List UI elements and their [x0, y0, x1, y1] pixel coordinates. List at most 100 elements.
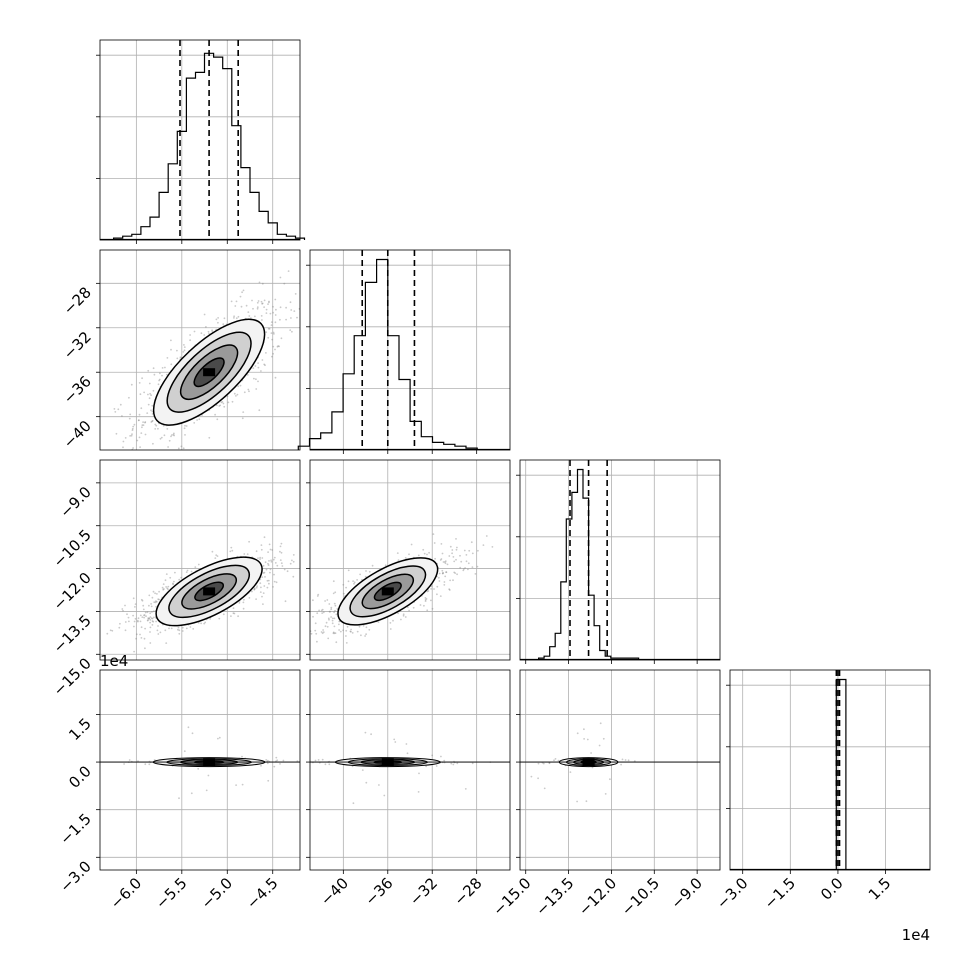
scatter-point [280, 562, 283, 565]
scatter-point [218, 617, 221, 620]
scatter-point [138, 413, 141, 416]
scatter-point [178, 632, 181, 635]
scatter-point [231, 400, 234, 403]
scatter-point [160, 436, 163, 439]
scatter-point [331, 619, 334, 622]
scatter-point [435, 765, 438, 767]
scatter-point [165, 586, 168, 588]
scatter-point [332, 632, 335, 635]
scatter-point [147, 369, 150, 372]
scatter-point [155, 600, 158, 603]
scatter-point [332, 631, 335, 634]
scatter-point [151, 611, 153, 613]
scatter-point [279, 306, 282, 309]
scatter-point [138, 382, 141, 384]
scatter-point [158, 378, 161, 381]
scatter-point [471, 566, 474, 568]
scatter-point [316, 595, 319, 597]
scatter-point [200, 622, 203, 625]
scatter-point [314, 629, 317, 632]
scatter-point [131, 427, 134, 430]
scatter-point [281, 565, 284, 567]
scatter-point [327, 637, 330, 640]
scatter-point [292, 554, 295, 556]
histogram-1 [297, 258, 478, 450]
scatter-point [280, 337, 283, 340]
scatter-point [553, 759, 555, 762]
scatter-point [296, 316, 298, 319]
scatter-point [180, 576, 183, 579]
scatter-point [463, 568, 465, 570]
scatter-point [153, 601, 156, 603]
scatter-point [274, 314, 277, 316]
scatter-point [222, 323, 225, 325]
scatter-point [114, 411, 117, 413]
scatter-point [321, 608, 324, 611]
scatter-point [467, 562, 470, 565]
scatter-point [328, 763, 331, 766]
scatter-point [154, 423, 157, 426]
scatter-point [127, 620, 130, 623]
scatter-point [333, 617, 336, 620]
scatter-point [290, 317, 292, 319]
scatter-point [276, 345, 279, 348]
scatter-point [332, 592, 335, 595]
scatter-point [322, 631, 325, 633]
scatter-point [157, 383, 160, 386]
scatter-point [365, 781, 368, 784]
scatter-point [279, 550, 281, 553]
scatter-point [279, 276, 282, 279]
scatter-point [585, 800, 588, 803]
scatter-point [148, 594, 151, 597]
scatter-point [154, 428, 157, 430]
scatter-point [444, 560, 447, 562]
scatter-point [144, 433, 147, 436]
scatter-point [183, 346, 186, 348]
scatter-point [189, 626, 192, 628]
scatter-point [256, 585, 258, 587]
scatter-point [139, 393, 142, 396]
scatter-point [397, 559, 400, 561]
scatter-point [364, 635, 366, 637]
density-peak [203, 587, 216, 596]
scatter-point [220, 401, 223, 404]
scatter-point [353, 581, 356, 584]
scatter-point [165, 573, 168, 575]
scatter-point [557, 759, 560, 762]
scatter-point [251, 590, 253, 593]
scatter-point [464, 788, 467, 790]
scatter-point [157, 633, 160, 635]
scatter-point [133, 650, 136, 653]
scatter-point [624, 759, 627, 761]
scatter-point [590, 752, 592, 754]
scatter-point [211, 550, 214, 553]
scatter-point [144, 647, 146, 650]
scatter-point [150, 603, 153, 605]
scatter-point [147, 403, 150, 406]
scatter-point [312, 599, 314, 602]
scatter-point [334, 632, 337, 634]
scatter-point [237, 315, 240, 318]
scatter-point [243, 553, 246, 555]
scatter-point [262, 572, 265, 574]
scatter-point [177, 628, 179, 631]
scatter-point [137, 419, 140, 422]
scatter-point [248, 315, 251, 317]
scatter-point [261, 595, 263, 598]
scatter-point [134, 617, 137, 620]
scatter-point [131, 429, 134, 431]
scatter-point [452, 579, 454, 582]
scatter-point [124, 437, 127, 439]
scatter-point [433, 588, 435, 590]
scatter-point [176, 357, 179, 360]
scatter-point [254, 365, 257, 367]
scatter-point [261, 302, 263, 305]
scatter-point [235, 784, 238, 786]
scatter-point [530, 775, 533, 778]
scatter-point [459, 566, 462, 569]
scatter-point [132, 614, 135, 617]
scatter-point [450, 762, 453, 765]
scatter-point [186, 569, 189, 572]
scatter-point [183, 427, 186, 430]
